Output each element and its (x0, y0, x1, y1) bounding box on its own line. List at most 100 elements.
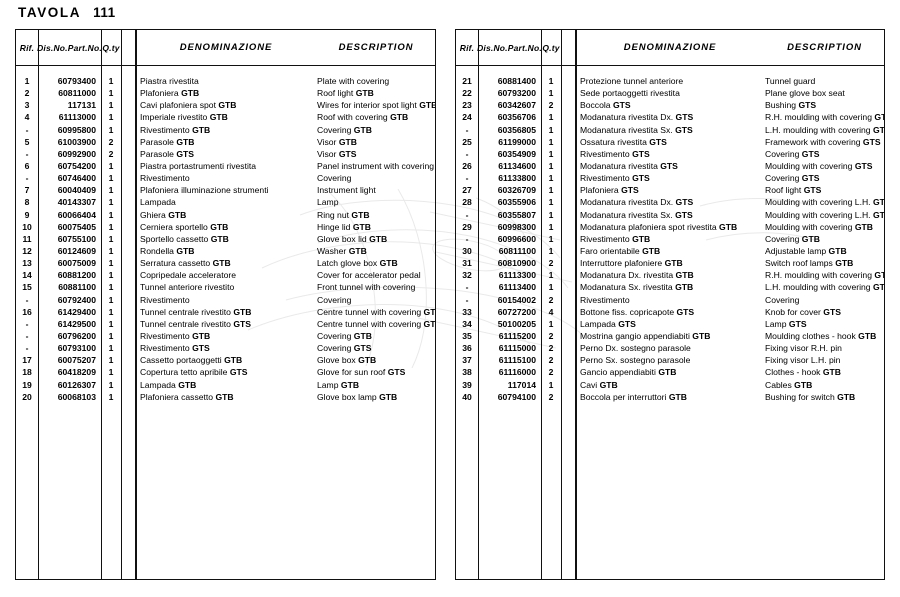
table-row: 26 61134600 1 Modanatura rivestita GTS Mould… (456, 160, 884, 172)
cell-part-number: 60124609 (57, 245, 96, 256)
cell-quantity: 1 (108, 391, 114, 402)
cell-quantity: 1 (108, 245, 114, 256)
cell-description: Ring nut GTB (317, 209, 370, 220)
cell-quantity: 1 (548, 270, 554, 281)
table-row: 36 61115000 2 Perno Dx. sostegno parasole Fi… (456, 342, 884, 354)
cell-rif: - (25, 173, 29, 184)
cell-part-number: 60881100 (58, 282, 96, 293)
header-qty: Q.ty (541, 30, 561, 66)
cell-quantity: 2 (548, 258, 554, 269)
cell-description: Moulding with covering GTS (765, 160, 873, 171)
cell-part-number: 50100205 (497, 318, 536, 329)
cell-description: Covering (317, 173, 352, 184)
table-header-left: Rif. Dis.No. Part.No. Q.ty DENOMINAZIONE… (16, 30, 435, 66)
cell-description: L.H. moulding with covering GTB (765, 282, 884, 293)
cell-description: Roof light GTS (765, 185, 822, 196)
table-row: 5 61003900 2 Parasole GTB Visor GTB (16, 136, 435, 148)
table-row: 34 50100205 1 Lampada GTS Lamp GTS (456, 318, 884, 330)
cell-part-number: 61134600 (498, 160, 536, 171)
cell-description: Bushing GTS (765, 100, 817, 111)
cell-part-number: 60746400 (57, 173, 96, 184)
cell-description: Washer GTB (317, 245, 367, 256)
plate-number: 111 (93, 5, 116, 20)
cell-quantity: 1 (548, 221, 554, 232)
cell-quantity: 1 (548, 185, 554, 196)
cell-denominazione: Parasole GTB (140, 136, 195, 147)
cell-rif: 9 (24, 209, 30, 220)
cell-part-number: 60066404 (57, 209, 96, 220)
cell-part-number: 60075207 (57, 355, 96, 366)
cell-quantity: 1 (548, 379, 554, 390)
cell-denominazione: Copertura tetto apribile GTS (140, 367, 248, 378)
cell-description: Visor GTB (317, 136, 357, 147)
cell-description: Adjustable lamp GTB (765, 245, 847, 256)
cell-denominazione: Lampada GTS (580, 318, 636, 329)
cell-part-number: 60727200 (497, 306, 536, 317)
column-rule-rif (478, 30, 479, 579)
cell-part-number: 60068103 (57, 391, 96, 402)
cell-quantity: 1 (108, 318, 114, 329)
table-body-right: 21 60881400 1 Protezione tunnel anteriore Tu… (456, 66, 884, 579)
cell-rif: 20 (22, 391, 32, 402)
cell-rif: 16 (22, 306, 32, 317)
cell-quantity: 1 (548, 209, 554, 220)
cell-denominazione: Rivestimento GTB (140, 330, 211, 341)
cell-denominazione: Cerniera sportello GTB (140, 221, 229, 232)
cell-quantity: 2 (548, 367, 554, 378)
cell-rif: 7 (24, 185, 30, 196)
cell-description: Glove box lid GTB (317, 233, 388, 244)
cell-part-number: 60996600 (497, 233, 536, 244)
cell-part-number: 60810900 (497, 258, 536, 269)
cell-description: Covering GTB (765, 233, 820, 244)
cell-rif: - (25, 148, 29, 159)
cell-denominazione: Sportello cassetto GTB (140, 233, 229, 244)
cell-part-number: 60326709 (497, 185, 536, 196)
cell-denominazione: Modanatura rivestita Dx. GTS (580, 112, 694, 123)
cell-quantity: 1 (108, 379, 114, 390)
cell-part-number: 60995800 (57, 124, 96, 135)
cell-description: Knob for cover GTS (765, 306, 841, 317)
header-partno-label: Part.No. (507, 42, 542, 53)
cell-quantity: 2 (548, 294, 554, 305)
table-row: 1 60793400 1 Piastra rivestita Plate with co… (16, 75, 435, 87)
cell-rif: 6 (24, 160, 30, 171)
table-row: 37 61115100 2 Perno Sx. sostegno parasole Fi… (456, 354, 884, 366)
cell-denominazione: Plafoniera cassetto GTB (140, 391, 234, 402)
cell-rif: 24 (462, 112, 472, 123)
table-row: 20 60068103 1 Plafoniera cassetto GTB Glove … (16, 391, 435, 403)
table-row: - 60792400 1 Rivestimento Covering (16, 294, 435, 306)
cell-denominazione: Modanatura rivestita Sx. GTS (580, 209, 693, 220)
cell-description: Lamp GTB (317, 379, 360, 390)
cell-quantity: 2 (108, 148, 114, 159)
cell-description: Moulding with covering GTB (765, 221, 873, 232)
cell-description: Fixing visor L.H. pin (765, 355, 841, 366)
column-rule-denominazione (135, 30, 137, 579)
cell-denominazione: Cavi GTB (580, 379, 618, 390)
table-row: 18 60418209 1 Copertura tetto apribile GTS G… (16, 366, 435, 378)
cell-part-number: 60881400 (497, 76, 536, 86)
cell-part-number: 60794100 (497, 391, 536, 402)
cell-rif: - (25, 294, 29, 305)
cell-description: Clothes - hook GTB (765, 367, 841, 378)
cell-denominazione: Tunnel centrale rivestito GTS (140, 318, 251, 329)
cell-quantity: 1 (108, 294, 114, 305)
header-partno: Dis.No. Part.No. (37, 30, 102, 66)
cell-denominazione: Faro orientabile GTB (580, 245, 661, 256)
cell-rif: 4 (24, 112, 30, 123)
cell-description: Covering GTS (765, 148, 820, 159)
cell-part-number: 60811100 (498, 245, 536, 256)
table-row: - 60354909 1 Rivestimento GTS Covering GTS (456, 148, 884, 160)
header-disno-label: Dis.No. (37, 42, 68, 53)
cell-part-number: 60418209 (57, 367, 96, 378)
cell-description: Wires for interior spot light GTB (317, 100, 435, 111)
cell-denominazione: Plafoniera GTB (140, 88, 200, 99)
table-row: - 60796200 1 Rivestimento GTB Covering GTB (16, 330, 435, 342)
column-rule-partno (541, 30, 542, 579)
cell-denominazione: Modanatura Sx. rivestita GTB (580, 282, 694, 293)
cell-denominazione: Rivestimento GTB (580, 233, 651, 244)
cell-quantity: 1 (548, 282, 554, 293)
cell-rif: 38 (462, 367, 472, 378)
cell-quantity: 2 (108, 136, 114, 147)
cell-part-number: 61113300 (498, 270, 536, 281)
cell-denominazione: Mostrina gangio appendiabiti GTB (580, 330, 711, 341)
